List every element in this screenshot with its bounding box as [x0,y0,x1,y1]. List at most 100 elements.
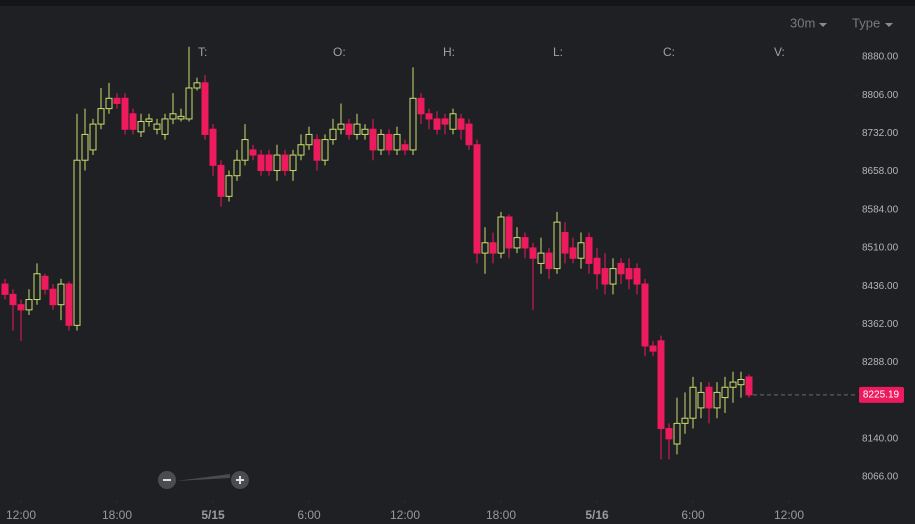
candle-body [273,154,281,172]
candle-body [353,123,361,135]
plot-area: 8880.00 8806.00 8732.00 8658.00 8584.00 8510.… [1,46,904,522]
candle-body [97,108,105,125]
candle-body [489,242,497,254]
candle-body [585,237,593,264]
candle-body [401,144,409,151]
candle-body [713,391,721,409]
candle-body [89,123,97,151]
candle-body [625,268,633,280]
candle-body [49,288,57,306]
y-tick-label: 8658.00 [862,166,899,177]
candle-body [425,113,433,120]
x-tick-label: 18:00 [102,508,132,522]
candle-body [33,273,41,301]
y-tick-label: 8288.00 [862,357,899,368]
candle-body [177,115,185,120]
y-tick-label: 8436.00 [862,281,899,292]
candle-body [81,133,89,161]
x-tick-label: 12:00 [6,508,36,522]
candle-body [105,97,113,110]
candle-body [305,133,313,146]
type-dropdown[interactable]: Type [852,15,893,30]
candle-body [257,154,265,172]
candle-body [337,123,345,130]
candle-body [545,252,553,270]
info-label: O: [333,45,346,59]
candle-body [345,123,353,135]
candle-body [673,422,681,445]
candle-body [409,97,417,151]
candle-body [609,268,617,285]
candle-body [137,121,145,133]
candle-body [65,283,73,326]
candle-body [417,97,425,115]
candle-body [737,379,745,386]
candle-body [505,216,513,249]
candle-body [649,345,657,352]
y-tick-label: 8880.00 [862,52,899,63]
candle-body [705,386,713,409]
x-tick-label: 6:00 [681,508,705,522]
candle-body [153,123,161,130]
candle-body [561,231,569,254]
x-tick-label: 18:00 [486,508,516,522]
candle-body [57,283,65,306]
candle-body [129,113,137,130]
info-label: V: [774,45,785,59]
candle-body [249,149,257,156]
candle-body [377,133,385,151]
candle-body [17,304,25,311]
candle-body [641,283,649,347]
candle-body [665,428,673,440]
top-bar [0,0,915,6]
zoom-control [158,471,249,489]
candle-body [657,340,665,430]
y-tick-label: 8806.00 [862,90,899,101]
interval-label[interactable]: 30m [790,15,815,30]
y-tick-label: 8140.00 [862,433,899,444]
candle-body [745,376,753,396]
candle-body [289,154,297,172]
candle-body [385,133,393,151]
candle-body [73,159,81,326]
x-tick-label: 6:00 [297,508,321,522]
info-label: H: [443,45,455,59]
candle-body [697,391,705,409]
zoom-slider[interactable] [176,474,230,481]
info-label: C: [663,45,675,59]
candle-body [281,154,289,172]
candle-body [433,118,441,130]
candle-body [121,97,129,130]
candle-body [449,113,457,130]
candle-body [321,139,329,161]
candle-body [529,247,537,259]
candle-body [601,268,609,285]
candle-body [193,82,201,89]
candle-body [569,247,577,259]
candle-body [729,381,737,388]
candle-body [577,242,585,259]
candle-body [513,237,521,249]
candle-body [25,299,33,311]
candle-body [473,144,481,254]
candle-body [241,139,249,161]
candle-body [217,164,225,197]
y-tick-label: 8584.00 [862,204,899,215]
y-tick-label: 8510.00 [862,243,899,254]
candle-body [593,257,601,275]
x-tick-label: 5/16 [585,508,609,522]
candle-body [313,139,321,161]
candle-body [481,242,489,254]
candle-body [185,87,193,120]
interval-dropdown[interactable]: 30m [790,15,827,30]
candle-body [233,159,241,177]
candle-body [113,97,121,104]
y-tick-label: 8066.00 [862,472,899,483]
y-tick-label: 8362.00 [862,319,899,330]
candle-body [393,133,401,151]
candle-body [169,113,177,120]
type-label[interactable]: Type [852,15,880,30]
candle-body [41,275,49,290]
